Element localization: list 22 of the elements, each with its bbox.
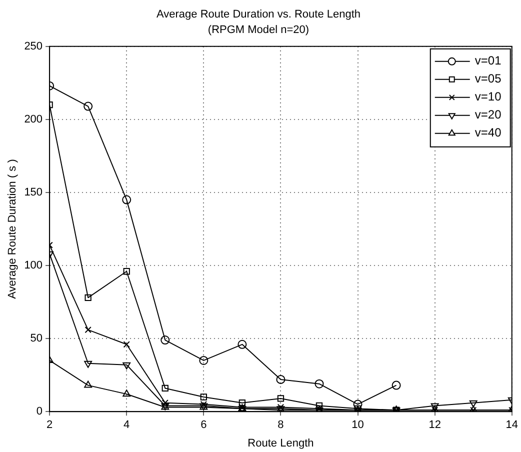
- y-tick-label: 50: [30, 332, 43, 345]
- x-tick-label: 8: [278, 419, 284, 432]
- y-axis-title: Average Route Duration ( s ): [6, 159, 19, 299]
- chart-subtitle: (RPGM Model n=20): [208, 24, 310, 36]
- x-tick-label: 2: [46, 419, 53, 432]
- legend-label: v=01: [474, 54, 502, 68]
- legend-label: v=10: [474, 90, 502, 104]
- chart-title: Average Route Duration vs. Route Length: [156, 8, 361, 21]
- x-tick-label: 10: [352, 419, 364, 432]
- x-tick-label: 14: [506, 419, 518, 432]
- y-tick-label: 200: [24, 113, 43, 126]
- x-tick-label: 4: [124, 419, 130, 432]
- x-tick-label: 12: [428, 419, 441, 432]
- legend-label: v=05: [474, 72, 502, 86]
- y-tick-label: 0: [36, 406, 43, 418]
- x-axis-title: Route Length: [248, 437, 314, 450]
- y-tick-label: 100: [24, 260, 43, 272]
- y-tick-label: 150: [24, 186, 43, 199]
- legend-label: v=20: [474, 108, 502, 122]
- x-tick-label: 6: [200, 419, 207, 432]
- y-tick-label: 250: [24, 40, 43, 52]
- legend-label: v=40: [474, 126, 502, 140]
